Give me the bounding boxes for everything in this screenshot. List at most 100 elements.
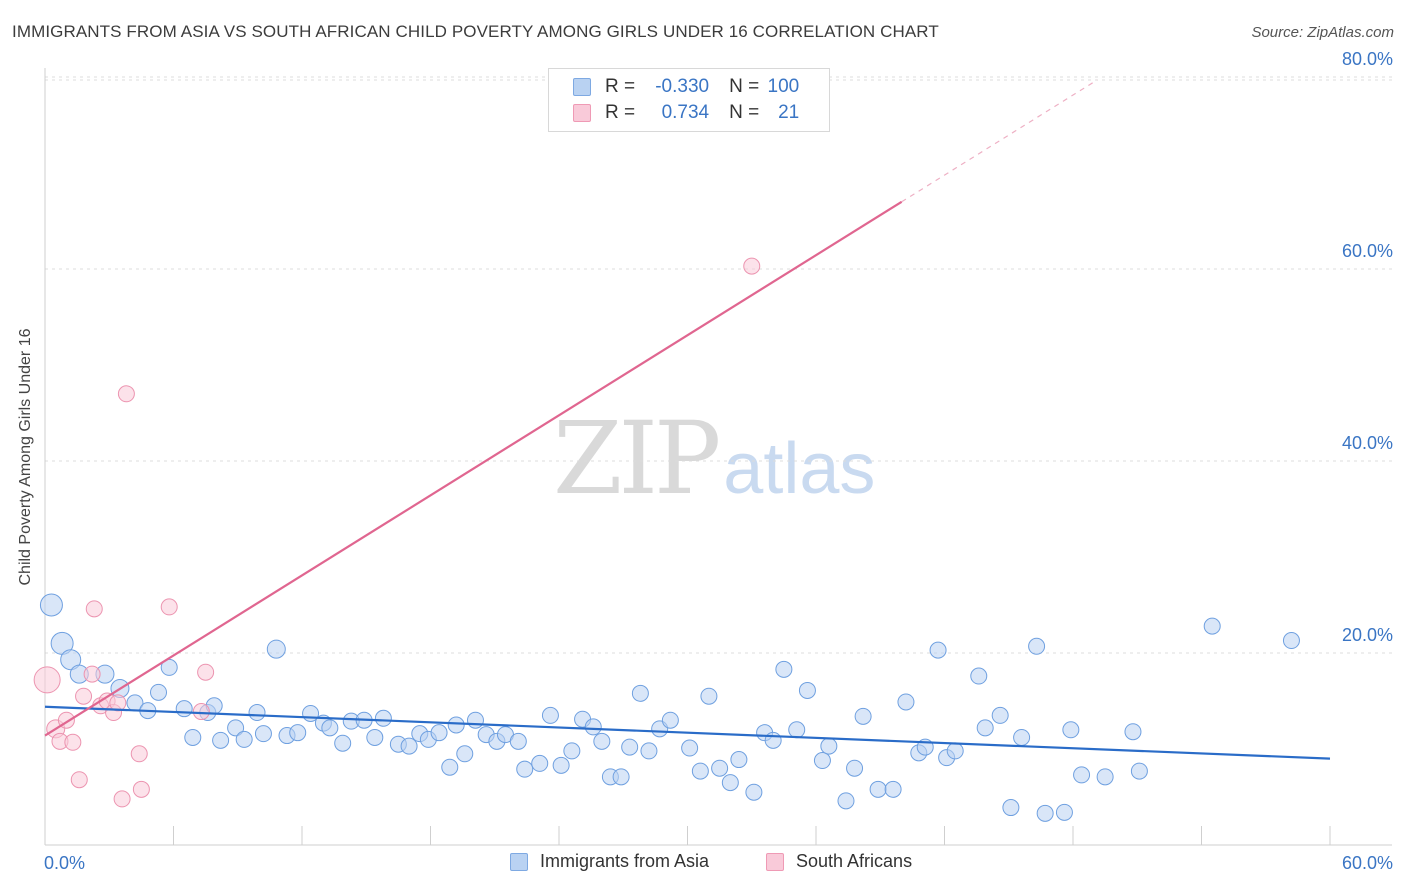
correlation-legend: R = -0.330 N = 100 R = 0.734 N = 21 [548, 68, 830, 132]
point-asia [869, 780, 887, 798]
point-asia [1013, 728, 1031, 746]
watermark: ZIPatlas [553, 400, 875, 517]
legend-r-label: R = [605, 76, 636, 97]
point-asia [1036, 804, 1054, 822]
point-south-africans [743, 257, 761, 275]
point-asia [39, 593, 63, 617]
point-asia [929, 641, 947, 659]
point-asia [946, 742, 964, 760]
point-south-africans [117, 385, 135, 403]
series-label-south-africans: South Africans [796, 851, 913, 871]
series-legend: Immigrants from Asia South Africans [0, 851, 1406, 877]
point-asia [1028, 637, 1046, 655]
point-south-africans [33, 666, 61, 694]
point-south-africans [83, 665, 101, 683]
legend-row-south-africans: R = 0.734 N = 21 [573, 101, 799, 125]
source-label: Source: ZipAtlas.com [1251, 24, 1394, 41]
point-asia [150, 683, 168, 701]
point-south-africans [192, 703, 210, 721]
x-tick-label: 60.0% [1342, 853, 1393, 873]
point-asia [552, 756, 570, 774]
point-south-africans [64, 733, 82, 751]
point-asia [248, 704, 266, 722]
point-asia [1130, 762, 1148, 780]
point-asia [730, 751, 748, 769]
legend-n-label: N = [729, 102, 760, 123]
point-asia [661, 711, 679, 729]
point-asia [1096, 768, 1114, 786]
point-south-africans [75, 687, 93, 705]
series-swatch-asia [510, 852, 528, 871]
point-asia [1124, 723, 1142, 741]
point-asia [991, 706, 1009, 724]
point-south-africans [113, 790, 131, 808]
legend-n-value-asia: 100 [767, 76, 800, 97]
legend-r-value-south-africans: 0.734 [661, 102, 710, 123]
point-asia [212, 731, 230, 749]
point-asia [621, 738, 639, 756]
legend-r-value-asia: -0.330 [655, 76, 710, 97]
point-south-africans [132, 780, 150, 798]
legend-swatch-south-africans [573, 104, 591, 122]
y-tick-label: 60.0% [1342, 241, 1393, 261]
series-legend-asia: Immigrants from Asia [510, 851, 709, 872]
point-asia [854, 707, 872, 725]
watermark-zip: ZIP [553, 400, 721, 517]
point-asia [456, 745, 474, 763]
y-tick-label: 20.0% [1342, 625, 1393, 645]
point-asia [563, 742, 581, 760]
y-tick-label: 80.0% [1342, 49, 1393, 69]
point-asia [711, 759, 729, 777]
point-asia [266, 639, 286, 659]
point-asia [820, 737, 838, 755]
point-asia [235, 730, 253, 748]
series-label-asia: Immigrants from Asia [540, 851, 710, 871]
point-asia [846, 759, 864, 777]
point-asia [1062, 721, 1080, 739]
point-asia [897, 693, 915, 711]
y-tick-label: 40.0% [1342, 433, 1393, 453]
point-asia [541, 706, 559, 724]
point-asia [837, 792, 855, 810]
trendline-extension [901, 79, 1098, 203]
point-asia [640, 742, 658, 760]
point-asia [1055, 803, 1073, 821]
point-asia [681, 739, 699, 757]
point-asia [745, 783, 763, 801]
point-asia [584, 718, 602, 736]
point-asia [531, 754, 549, 772]
point-asia [334, 734, 352, 752]
point-asia [593, 732, 611, 750]
x-tick-label: 0.0% [44, 853, 85, 873]
point-asia [227, 719, 245, 737]
point-south-africans [130, 745, 148, 763]
point-asia [175, 700, 193, 718]
point-asia [764, 731, 782, 749]
point-asia [813, 752, 831, 770]
point-asia [184, 728, 202, 746]
watermark-atlas: atlas [723, 429, 876, 509]
point-asia [321, 719, 339, 737]
point-south-africans [109, 694, 127, 712]
point-asia [509, 732, 527, 750]
trendline-south-africans [44, 200, 903, 737]
point-asia [400, 737, 418, 755]
series-swatch-south-africans [766, 852, 784, 871]
point-asia [612, 768, 630, 786]
chart-title: IMMIGRANTS FROM ASIA VS SOUTH AFRICAN CH… [12, 22, 939, 41]
series-legend-south-africans: South Africans [766, 851, 912, 872]
point-asia [691, 762, 709, 780]
point-south-africans [70, 771, 88, 789]
point-asia [441, 758, 459, 776]
point-asia [788, 721, 806, 739]
point-asia [775, 660, 793, 678]
point-south-africans [85, 600, 103, 618]
point-south-africans [160, 598, 178, 616]
trendline-asia [44, 705, 1331, 760]
point-asia [1073, 766, 1091, 784]
point-asia [976, 719, 994, 737]
legend-n-label: N = [729, 76, 760, 97]
point-asia [466, 711, 484, 729]
point-asia [366, 728, 384, 746]
